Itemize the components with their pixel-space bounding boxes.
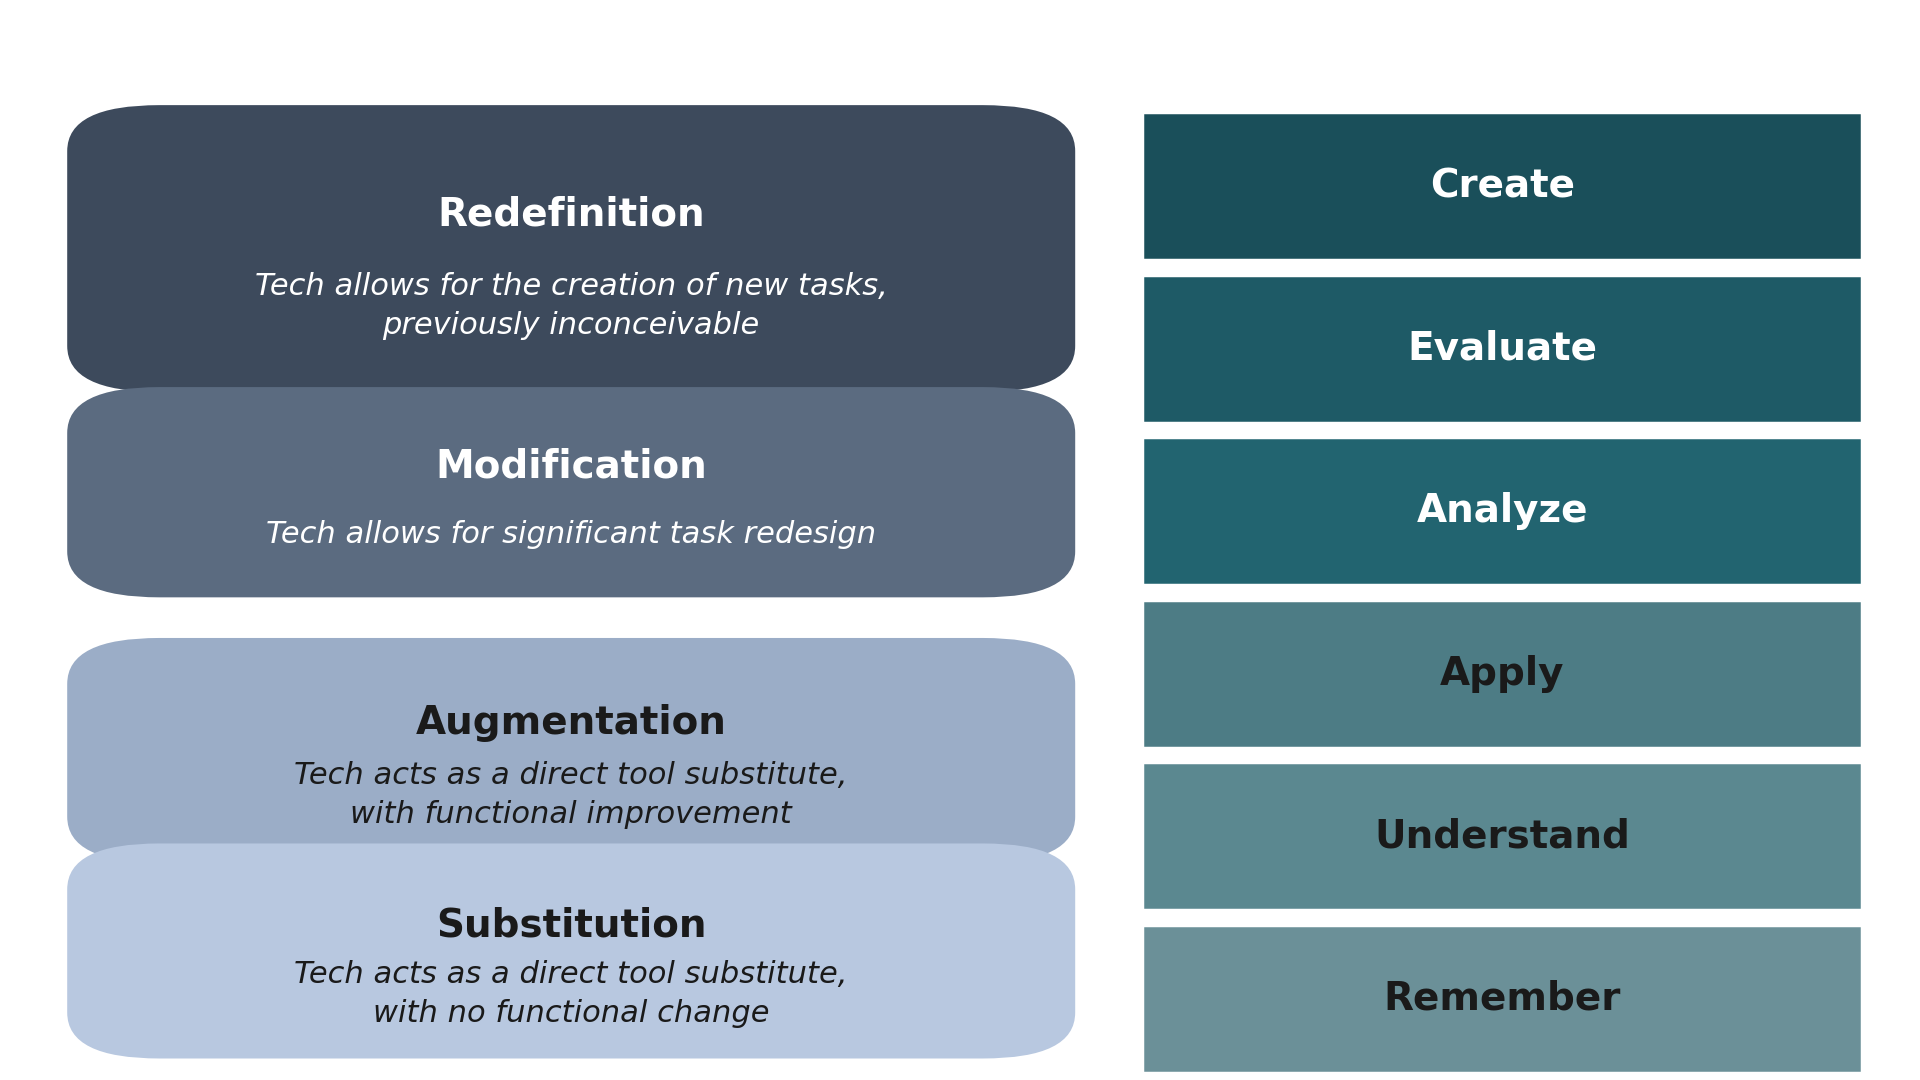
Text: Analyze: Analyze	[1417, 492, 1588, 530]
Text: Tech acts as a direct tool substitute,
with functional improvement: Tech acts as a direct tool substitute, w…	[294, 761, 849, 829]
Text: Understand: Understand	[1375, 818, 1630, 855]
Text: Evaluate: Evaluate	[1407, 329, 1597, 368]
FancyBboxPatch shape	[1142, 599, 1862, 747]
Text: Apply: Apply	[1440, 654, 1565, 692]
FancyBboxPatch shape	[1142, 924, 1862, 1072]
FancyBboxPatch shape	[67, 105, 1075, 392]
FancyBboxPatch shape	[67, 638, 1075, 863]
Text: Substitution: Substitution	[436, 906, 707, 944]
Text: Tech allows for the creation of new tasks,
previously inconceivable: Tech allows for the creation of new task…	[255, 272, 887, 340]
Text: Remember: Remember	[1384, 980, 1620, 1017]
FancyBboxPatch shape	[1142, 437, 1862, 585]
FancyBboxPatch shape	[1142, 762, 1862, 910]
Text: Augmentation: Augmentation	[417, 704, 726, 742]
Text: Modification: Modification	[436, 448, 707, 486]
Text: Tech allows for significant task redesign: Tech allows for significant task redesig…	[267, 519, 876, 549]
FancyBboxPatch shape	[67, 387, 1075, 597]
Text: Tech acts as a direct tool substitute,
with no functional change: Tech acts as a direct tool substitute, w…	[294, 960, 849, 1028]
Text: Create: Create	[1430, 167, 1574, 205]
FancyBboxPatch shape	[1142, 274, 1862, 423]
FancyBboxPatch shape	[1142, 112, 1862, 260]
Text: Redefinition: Redefinition	[438, 195, 705, 233]
FancyBboxPatch shape	[67, 843, 1075, 1058]
